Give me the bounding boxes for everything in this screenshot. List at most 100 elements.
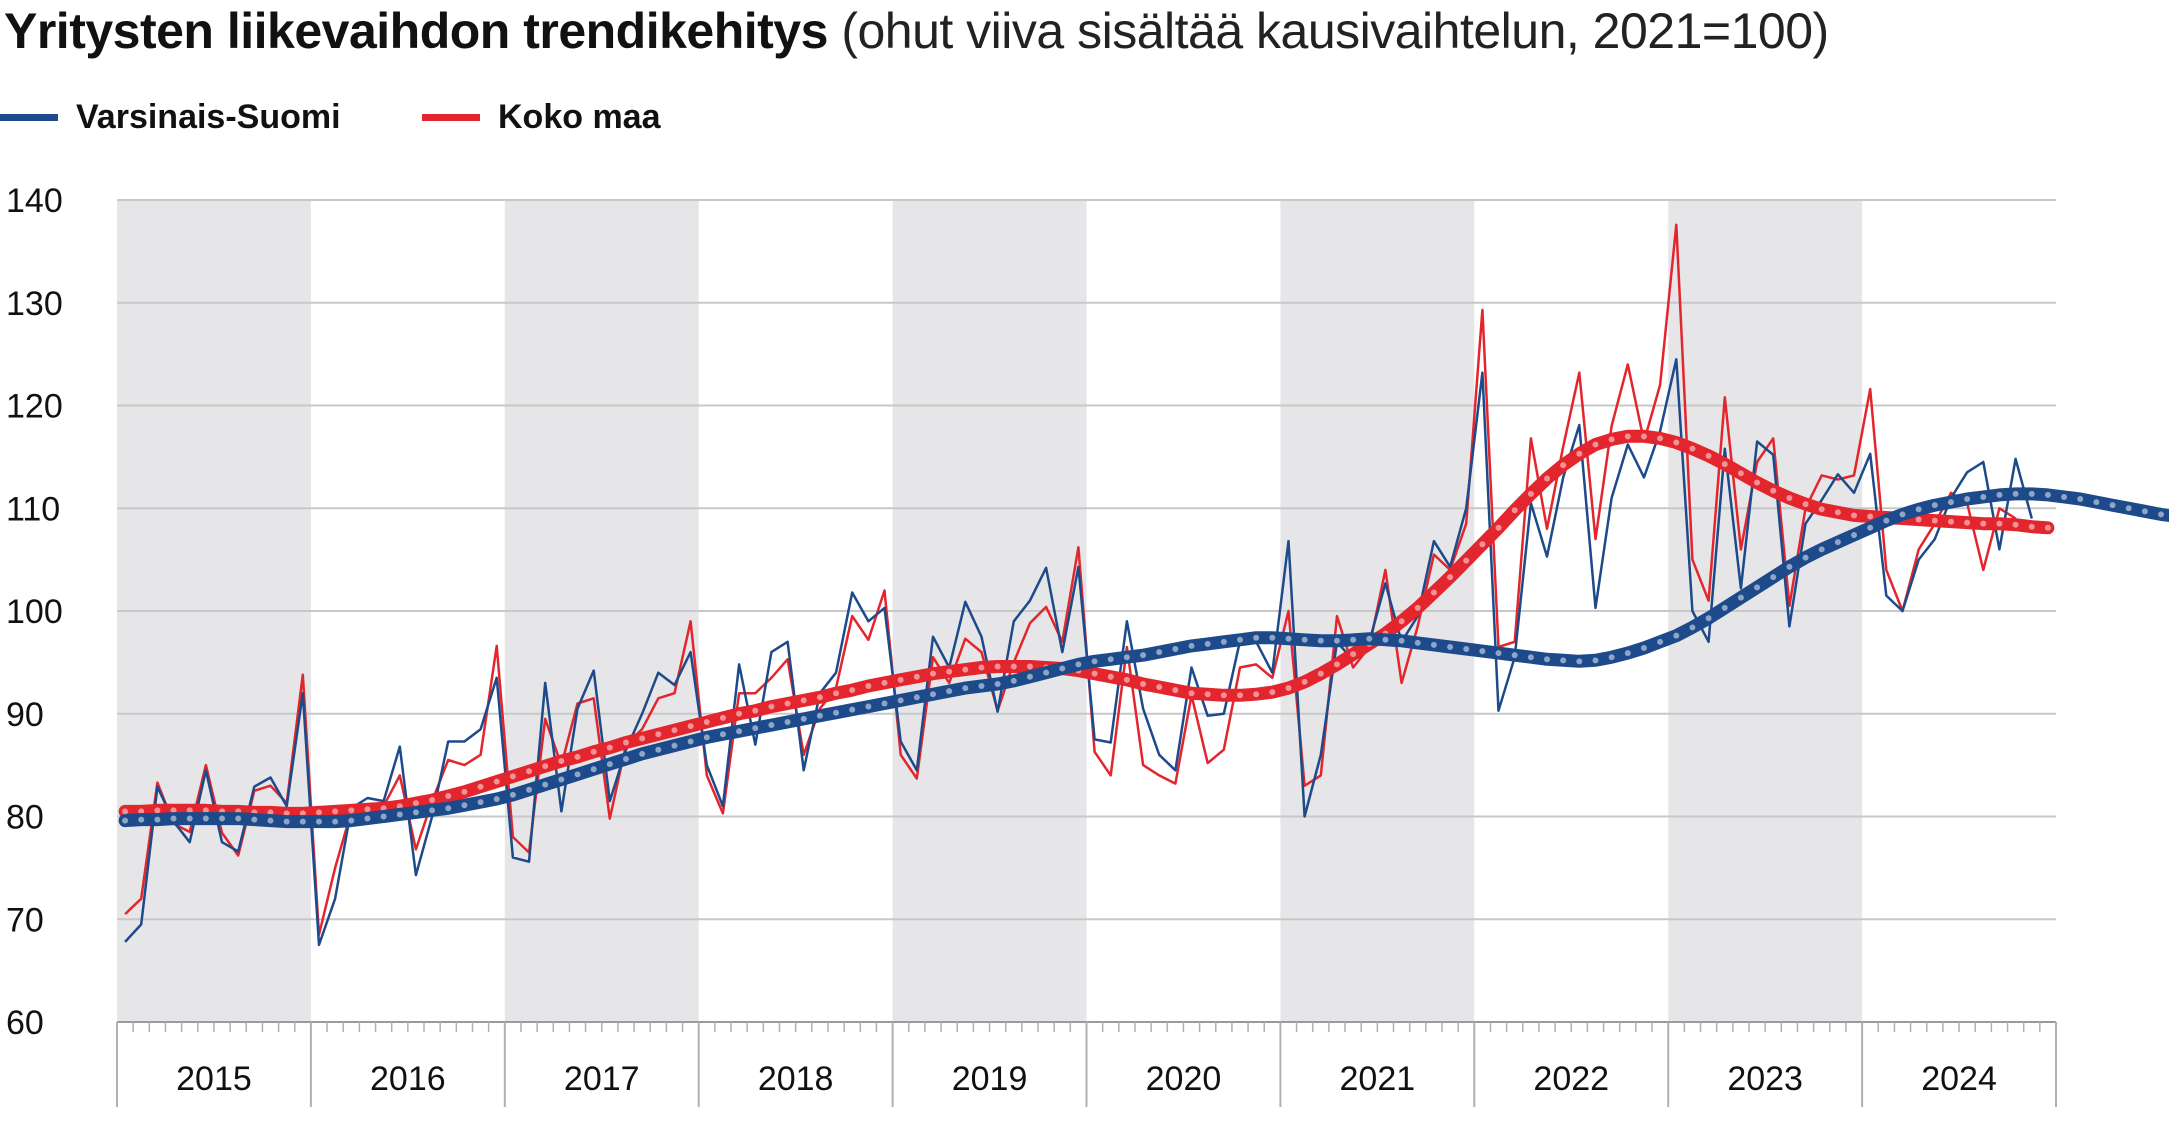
data-point bbox=[1026, 663, 1033, 670]
data-point bbox=[1156, 684, 1163, 691]
data-point bbox=[2109, 502, 2116, 509]
data-point bbox=[897, 697, 904, 704]
data-point bbox=[1333, 637, 1340, 644]
data-point bbox=[1754, 479, 1761, 486]
data-point bbox=[1576, 450, 1583, 457]
legend-swatch-varsinais-suomi bbox=[0, 114, 58, 121]
data-point bbox=[1980, 493, 1987, 500]
data-point bbox=[1479, 648, 1486, 655]
data-point bbox=[655, 731, 662, 738]
y-tick-label: 140 bbox=[6, 182, 63, 220]
data-point bbox=[1495, 650, 1502, 657]
data-point bbox=[881, 700, 888, 707]
data-point bbox=[800, 697, 807, 704]
series-points-varsinais-suomi bbox=[122, 490, 2165, 825]
data-point bbox=[816, 694, 823, 701]
data-point bbox=[2061, 493, 2068, 500]
data-point bbox=[1059, 665, 1066, 672]
data-point bbox=[1204, 691, 1211, 698]
data-point bbox=[752, 725, 759, 732]
data-point bbox=[445, 805, 452, 812]
x-tick-label: 2023 bbox=[1727, 1060, 1803, 1098]
data-point bbox=[1495, 524, 1502, 531]
data-point bbox=[1301, 636, 1308, 643]
data-point bbox=[1463, 557, 1470, 564]
x-tick-label: 2024 bbox=[1921, 1060, 1997, 1098]
data-point bbox=[1851, 531, 1858, 538]
x-tick-label: 2021 bbox=[1340, 1060, 1416, 1098]
data-point bbox=[348, 807, 355, 814]
data-point bbox=[671, 742, 678, 749]
data-point bbox=[1237, 692, 1244, 699]
data-point bbox=[1317, 637, 1324, 644]
data-point bbox=[622, 755, 629, 762]
data-point bbox=[1285, 685, 1292, 692]
data-point bbox=[526, 786, 533, 793]
data-point bbox=[558, 758, 565, 765]
data-point bbox=[1592, 441, 1599, 448]
data-point bbox=[380, 813, 387, 820]
data-point bbox=[929, 670, 936, 677]
data-point bbox=[1269, 634, 1276, 641]
data-point bbox=[1123, 676, 1130, 683]
data-point bbox=[994, 680, 1001, 687]
data-point bbox=[768, 703, 775, 710]
data-point bbox=[364, 806, 371, 813]
data-point bbox=[1576, 658, 1583, 665]
data-point bbox=[2028, 523, 2035, 530]
data-point bbox=[1705, 452, 1712, 459]
x-axis bbox=[116, 1021, 2057, 1107]
data-point bbox=[784, 718, 791, 725]
data-point bbox=[186, 815, 193, 822]
data-point bbox=[122, 808, 129, 815]
data-point bbox=[1333, 661, 1340, 668]
chart-title: Yritysten liikevaihdon trendikehitys (oh… bbox=[4, 2, 1829, 60]
data-point bbox=[1754, 584, 1761, 591]
data-point bbox=[1140, 652, 1147, 659]
data-point bbox=[315, 818, 322, 825]
data-point bbox=[671, 727, 678, 734]
data-point bbox=[1608, 436, 1615, 443]
data-point bbox=[412, 809, 419, 816]
data-point bbox=[719, 731, 726, 738]
data-point bbox=[1479, 541, 1486, 548]
data-point bbox=[1705, 615, 1712, 622]
data-point bbox=[1560, 462, 1567, 469]
data-point bbox=[768, 722, 775, 729]
data-point bbox=[1075, 661, 1082, 668]
data-point bbox=[461, 788, 468, 795]
data-point bbox=[1156, 649, 1163, 656]
data-point bbox=[865, 683, 872, 690]
data-point bbox=[1657, 435, 1664, 442]
data-point bbox=[2125, 505, 2132, 512]
data-point bbox=[219, 815, 226, 822]
data-point bbox=[929, 691, 936, 698]
x-tick-label: 2018 bbox=[758, 1060, 834, 1098]
data-point bbox=[2044, 491, 2051, 498]
data-point bbox=[170, 815, 177, 822]
data-point bbox=[1673, 439, 1680, 446]
data-point bbox=[429, 807, 436, 814]
y-tick-label: 60 bbox=[6, 1004, 44, 1042]
data-point bbox=[445, 792, 452, 799]
data-point bbox=[1172, 687, 1179, 694]
data-point bbox=[590, 748, 597, 755]
data-point bbox=[1350, 651, 1357, 658]
x-tick-label: 2016 bbox=[370, 1060, 446, 1098]
data-point bbox=[251, 816, 258, 823]
data-point bbox=[1366, 635, 1373, 642]
data-point bbox=[1253, 634, 1260, 641]
y-tick-label: 90 bbox=[6, 696, 44, 734]
data-point bbox=[1802, 554, 1809, 561]
data-point bbox=[2012, 521, 2019, 528]
data-point bbox=[332, 808, 339, 815]
data-point bbox=[687, 723, 694, 730]
y-tick-label: 110 bbox=[6, 490, 60, 528]
x-axis-labels: 2015 2016 2017 2018 2019 2020 2021 2022 2023 2024 bbox=[176, 1060, 1997, 1098]
x-tick-label: 2020 bbox=[1146, 1060, 1222, 1098]
series-lines bbox=[118, 223, 2169, 947]
data-point bbox=[1721, 461, 1728, 468]
data-point bbox=[1737, 594, 1744, 601]
data-point bbox=[1043, 669, 1050, 676]
